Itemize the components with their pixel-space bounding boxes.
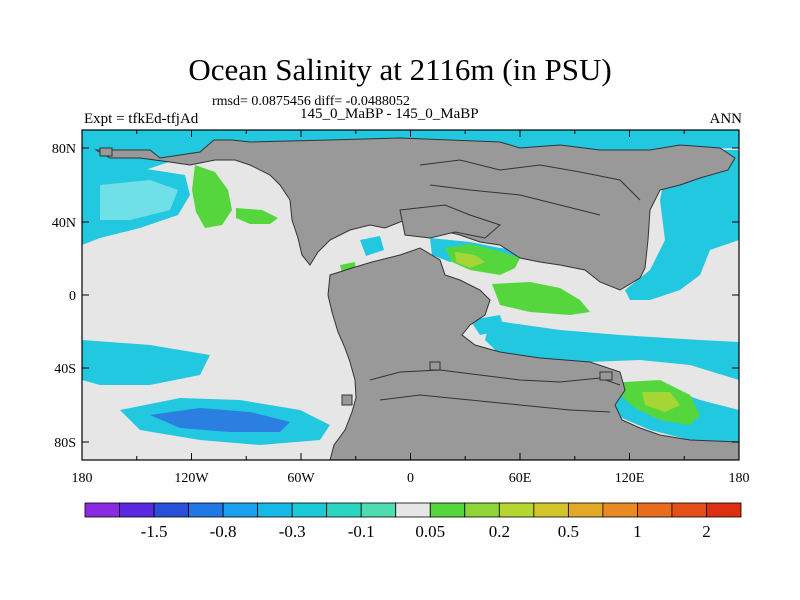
lon-tick-label: 60W bbox=[287, 471, 315, 486]
north-pacific-green-patch bbox=[192, 165, 232, 228]
tethys-yellow-green bbox=[455, 252, 485, 268]
colorbar-label: 0.5 bbox=[558, 522, 579, 541]
colorbar-label: -0.1 bbox=[348, 522, 375, 541]
southern-landmass-inner-coast bbox=[369, 369, 621, 413]
colorbar-box bbox=[360, 502, 397, 518]
central-tethys-island bbox=[399, 204, 501, 239]
southern-ocean-cyan-west bbox=[82, 340, 210, 385]
colorbar-box bbox=[602, 502, 638, 518]
colorbar-box bbox=[498, 502, 535, 518]
run-comparison-label: 145_0_MaBP - 145_0_MaBP bbox=[300, 106, 479, 122]
lon-tick-label: 120W bbox=[174, 471, 209, 486]
indian-cyan-patch bbox=[470, 315, 505, 335]
lat-tick-label: 80N bbox=[52, 142, 76, 157]
rmsd-diff-stats: rmsd= 0.0875456 diff= -0.0488052 bbox=[212, 94, 410, 109]
colorbar-label: 1 bbox=[633, 522, 642, 541]
atlantic-east-cyan bbox=[625, 150, 739, 300]
southern-ocean-cyan-east bbox=[485, 320, 739, 380]
colorbar-label: 0.2 bbox=[489, 522, 510, 541]
lon-tick-label: 60E bbox=[509, 471, 532, 486]
lon-tick-label: 180 bbox=[72, 471, 93, 486]
colorbar-box bbox=[429, 502, 466, 518]
lat-tick-label: 0 bbox=[69, 289, 76, 304]
colorbar-box bbox=[637, 502, 673, 518]
northern-landmass-inner-coast bbox=[419, 159, 641, 216]
colorbar-box bbox=[119, 502, 155, 518]
colorbar-box bbox=[464, 502, 500, 518]
colorbar-label: -0.8 bbox=[210, 522, 237, 541]
colorbar-label: -1.5 bbox=[141, 522, 168, 541]
small-island-2 bbox=[599, 371, 613, 381]
lat-tick-label: 40S bbox=[54, 362, 76, 377]
small-island-4 bbox=[99, 147, 113, 157]
season-label: ANN bbox=[709, 111, 743, 127]
south-indian-yellow-green bbox=[642, 392, 680, 412]
colorbar-box bbox=[188, 502, 224, 518]
colorbar-box bbox=[291, 502, 328, 518]
colorbar-box bbox=[567, 502, 604, 518]
lat-tick-label: 40N bbox=[52, 216, 76, 231]
small-island-3 bbox=[341, 394, 353, 406]
west-tethys-cyan bbox=[360, 236, 384, 256]
colorbar-box bbox=[395, 502, 431, 518]
colorbar-box bbox=[257, 502, 293, 518]
colorbar-label: 2 bbox=[702, 522, 711, 541]
colorbar-box bbox=[706, 502, 742, 518]
north-pacific-green-small bbox=[236, 208, 278, 224]
southern-landmass bbox=[327, 247, 739, 460]
colorbar-label: 0.05 bbox=[415, 522, 445, 541]
north-pacific-light-cyan bbox=[100, 180, 178, 220]
lat-tick-label: 80S bbox=[54, 436, 76, 451]
small-island-1 bbox=[429, 361, 441, 371]
map-title: Ocean Salinity at 2116m (in PSU) bbox=[188, 52, 612, 87]
south-pacific-blue bbox=[150, 408, 290, 432]
colorbar-box bbox=[222, 502, 259, 518]
colorbar-box bbox=[671, 502, 707, 518]
experiment-label: Expt = tfkEd-tfjAd bbox=[84, 111, 199, 127]
colorbar-box bbox=[84, 502, 120, 518]
lon-tick-label: 120E bbox=[615, 471, 645, 486]
central-ocean-green bbox=[492, 282, 590, 315]
colorbar-label: -0.3 bbox=[279, 522, 306, 541]
lon-tick-label: 180 bbox=[729, 471, 750, 486]
lon-tick-label: 0 bbox=[407, 471, 414, 486]
axis-ticks: 180 120W 60W 0 60E 120E 180 80N 40N 0 40S 80S bbox=[52, 130, 750, 486]
colorbar-box bbox=[533, 502, 569, 518]
colorbar-box bbox=[326, 502, 362, 518]
tethys-green bbox=[445, 244, 520, 275]
colorbar-box bbox=[153, 502, 189, 518]
